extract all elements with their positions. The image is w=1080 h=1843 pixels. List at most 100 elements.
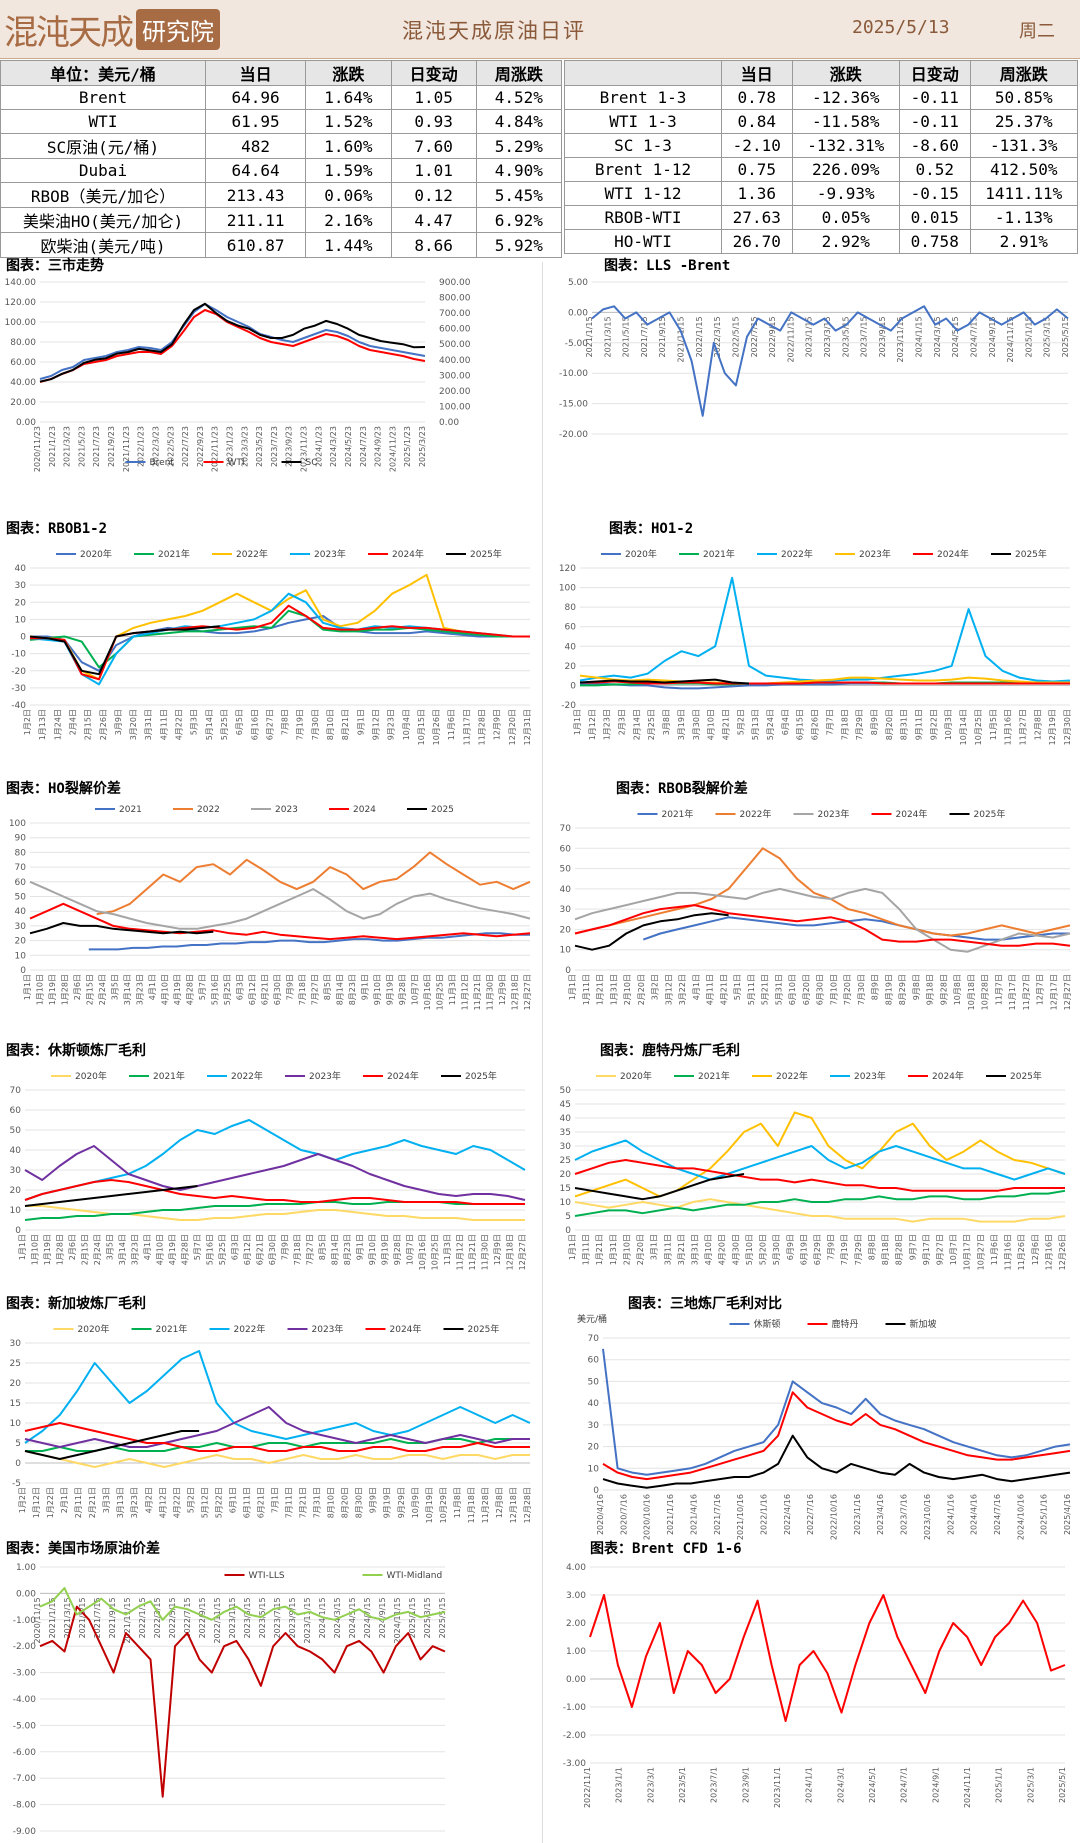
y-tick-label: 15 (560, 1184, 571, 1194)
x-tick-label: 7月8日 (281, 709, 290, 735)
x-tick-label: 9月19日 (381, 1234, 390, 1265)
x-tick-label: 6月21日 (261, 974, 270, 1005)
chart-ho-crack: 0 10 20 30 40 50 60 70 80 90 100 1月1日 1月10日 1月19日 1月28… (9, 805, 532, 1010)
x-tick-label: 2024/7/1 (900, 1767, 909, 1803)
legend-label: 2024年 (387, 1070, 419, 1082)
x-tick-label: 2021/4/16 (689, 1494, 698, 1535)
x-tick-label: 12月18日 (509, 1487, 518, 1523)
x-tick-label: 2月6日 (73, 974, 82, 1000)
chart-title: 图表：休斯顿炼厂毛利 (6, 1043, 146, 1059)
x-tick-label: 1月19日 (48, 974, 57, 1005)
table-header-row: 单位：美元/桶 当日 涨跌 日变动 周涨跌 (0, 60, 563, 86)
x-tick-label: 12月7日 (1036, 974, 1045, 1005)
chart-title: 图表：LLS -Brent (604, 258, 731, 274)
x-tick-label: 11月28日 (481, 1487, 490, 1523)
cell: 0.06% (305, 182, 392, 208)
x-tick-label: 11月30日 (481, 1234, 490, 1270)
series-line (24, 1350, 531, 1444)
series-line (574, 1198, 1066, 1223)
y-tick-label: 25 (10, 1359, 21, 1369)
cell: 610.87 (204, 232, 307, 258)
x-tick-label: 8月31日 (900, 709, 909, 740)
y-tick-label: 20 (10, 1186, 22, 1196)
y-tick-label: 0 (565, 966, 571, 976)
cell: 412.50% (969, 157, 1079, 182)
x-tick-label: 5月21日 (761, 974, 770, 1005)
table-row: Brent 1-12 0.75 226.09% 0.52 412.50% (564, 157, 1079, 182)
x-tick-label: 6月16日 (250, 709, 259, 740)
y-tick-label: 30 (15, 581, 27, 591)
x-tick-label: 11月12日 (456, 1234, 465, 1270)
y-tick-label: 10 (588, 1464, 600, 1474)
cell: 0.758 (898, 229, 971, 254)
series-line (580, 680, 1070, 685)
y-tick-label: 40 (15, 907, 27, 917)
y-tick-label: 40 (560, 1114, 572, 1124)
x-tick-label: 1月11日 (582, 1234, 591, 1265)
series-line (24, 1450, 530, 1468)
x-tick-label: 11月21日 (473, 974, 482, 1010)
x-tick-label: 9月22日 (929, 709, 938, 740)
x-tick-label: 2021/11/15 (123, 1597, 132, 1643)
x-tick-label: 1月12日 (588, 709, 597, 740)
x-tick-label: 8月23日 (348, 974, 357, 1005)
x-tick-label: 9月10日 (373, 974, 382, 1005)
x-tick-label: 2023/1/1 (615, 1767, 624, 1803)
legend-label: 2025年 (974, 808, 1006, 820)
chart-singapore-margin: -5 0 5 10 15 20 25 30 1月2日 1月12日 1月22日 2月1日 2月11日 2月2… (10, 1323, 532, 1523)
x-tick-label: 10月25日 (974, 709, 983, 745)
series-line (24, 1119, 526, 1201)
x-tick-label: 3月2日 (651, 974, 660, 1000)
y-tick-label: 30 (560, 1142, 572, 1152)
x-tick-label: 1月28日 (56, 1234, 65, 1265)
series-line (574, 887, 1071, 953)
x-tick-label: 7月1日 (271, 1487, 280, 1513)
legend-label: 2021年 (662, 808, 694, 820)
y-tick-label: 10 (10, 1419, 22, 1429)
x-tick-label: 11月21日 (468, 1234, 477, 1270)
cell: 2.16% (305, 207, 392, 233)
x-tick-label: 10月18日 (967, 974, 976, 1010)
cell: Brent 1-3 (564, 85, 722, 110)
y-tick-label: 80.00 (10, 338, 36, 348)
x-tick-label: 2月20日 (637, 974, 646, 1005)
cell: 64.96 (204, 85, 307, 110)
x-tick-label: 2022/7/23 (181, 426, 190, 467)
legend-label: 鹿特丹 (832, 1318, 859, 1330)
x-tick-label: 3月23日 (130, 1487, 139, 1518)
y-tick-label: 100 (559, 584, 576, 594)
legend-label: SC (306, 458, 318, 468)
x-tick-label: 9月1日 (361, 974, 370, 1000)
x-tick-label: 4月11日 (159, 709, 168, 740)
x-tick-label: 12月16日 (1044, 1234, 1053, 1270)
y-tick-label: -5.00 (565, 339, 589, 349)
x-tick-label: 4月28日 (181, 1234, 190, 1265)
x-tick-label: 2月15日 (84, 709, 93, 740)
series-line (25, 1205, 525, 1221)
x-tick-label: 5月25日 (223, 974, 232, 1005)
x-tick-label: 8月20日 (885, 709, 894, 740)
cell: -131.3% (969, 133, 1079, 158)
y-tick-label: 40 (565, 642, 577, 652)
x-tick-label: 2025/3/15 (1043, 316, 1052, 357)
x-tick-label: 6月30日 (816, 974, 825, 1005)
x-tick-label: 9月1日 (356, 709, 365, 735)
legend-label: 2024年 (937, 548, 969, 560)
table-row: Dubai 64.64 1.59% 1.01 4.90% (0, 158, 563, 183)
x-tick-label: 5月20日 (759, 1234, 768, 1265)
x-tick-label: 1月1日 (568, 974, 577, 1000)
x-tick-label: 2024/11/15 (1006, 316, 1015, 362)
y-tick-label: 0 (20, 633, 26, 643)
x-tick-label: 6月20日 (802, 974, 811, 1005)
y-tick-label: 70 (15, 863, 27, 873)
x-tick-label: 4月10日 (707, 709, 716, 740)
x-tick-label: 2021/3/15 (63, 1597, 72, 1638)
series-line (39, 1605, 446, 1798)
x-tick-label: 2020/7/16 (619, 1494, 628, 1535)
x-tick-label: 2月6日 (68, 1234, 77, 1260)
x-tick-label: 2025/1/15 (408, 1597, 417, 1638)
x-tick-label: 7月19日 (296, 709, 305, 740)
legend-label: 2022年 (236, 548, 268, 560)
y-tick-label: 10 (560, 946, 572, 956)
x-tick-label: 11月5日 (989, 709, 998, 740)
